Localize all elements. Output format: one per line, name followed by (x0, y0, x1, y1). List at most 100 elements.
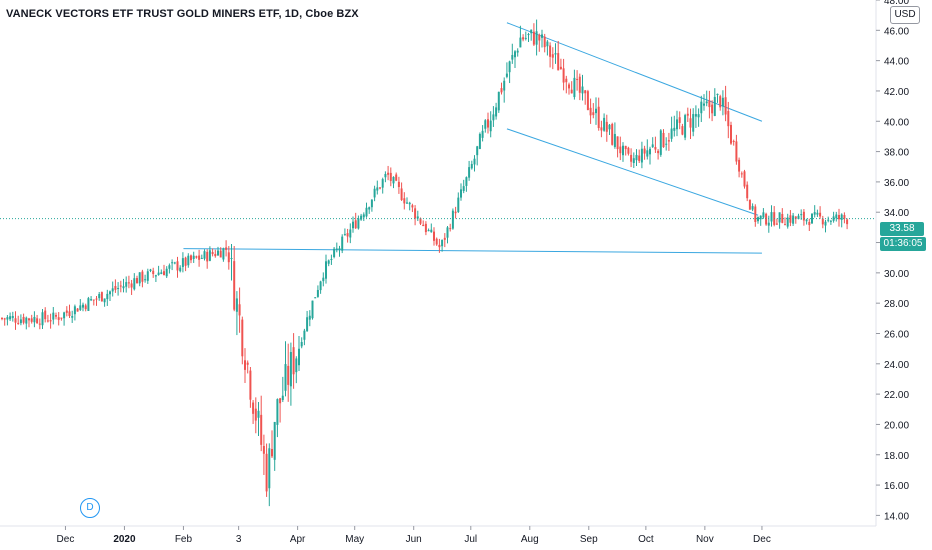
candle-body (141, 271, 144, 282)
candle-body (532, 31, 535, 45)
candle-body (127, 282, 130, 284)
candle-body (454, 211, 457, 214)
candle-body (55, 315, 57, 317)
candle-body (106, 293, 109, 300)
candle-body (835, 214, 838, 219)
candle-body (357, 218, 360, 229)
candle-body (287, 365, 290, 385)
candle-body (300, 341, 303, 347)
candle-body (103, 298, 106, 303)
candle-body (370, 199, 373, 208)
candle-body (784, 224, 786, 226)
x-tick-label: Feb (175, 534, 193, 545)
candle-body (622, 145, 624, 156)
candle-body (576, 78, 579, 80)
y-tick-label: 40.00 (884, 117, 909, 128)
candle-body (333, 248, 336, 258)
candle-body (173, 262, 176, 264)
candle-body (430, 229, 433, 233)
y-tick-label: 26.00 (884, 329, 909, 340)
x-tick-label: Sep (580, 534, 598, 545)
chart-title: VANECK VECTORS ETF TRUST GOLD MINERS ETF… (6, 8, 359, 20)
candle-body (87, 298, 90, 311)
candle-body (395, 174, 398, 181)
candle-body (562, 68, 565, 83)
candle-body (546, 41, 549, 47)
candle-body (92, 299, 95, 301)
y-tick-label: 16.00 (884, 481, 909, 492)
candle-body (414, 208, 417, 219)
candle-body (424, 223, 427, 233)
candle-body (322, 277, 325, 282)
candle-body (230, 258, 233, 260)
candle-body (535, 31, 538, 45)
candle-body (136, 278, 138, 284)
candle-body (114, 286, 117, 290)
candle-body (792, 215, 795, 224)
candle-body (476, 146, 479, 156)
candle-body (30, 318, 33, 322)
y-tick-label: 38.00 (884, 148, 909, 159)
candle-body (721, 97, 724, 107)
candle-body (262, 445, 265, 454)
candle-body (732, 140, 735, 142)
x-tick-label: Dec (753, 534, 771, 545)
candle-body (341, 236, 344, 251)
candle-body (489, 120, 492, 132)
candle-body (198, 255, 201, 260)
candle-body (138, 272, 141, 284)
candle-body (781, 213, 784, 223)
candle-body (292, 347, 295, 375)
candle-body (208, 250, 211, 261)
candle-body (443, 237, 446, 240)
candle-body (827, 219, 830, 221)
candle-body (73, 306, 76, 315)
candle-body (616, 136, 619, 150)
candle-body (551, 54, 554, 58)
candle-body (222, 248, 225, 260)
candle-body (117, 287, 120, 289)
candle-body (527, 34, 530, 36)
candle-body (3, 318, 6, 320)
candle-body (25, 317, 28, 324)
candle-body (765, 213, 768, 225)
candle-body (748, 199, 751, 210)
candle-body (511, 54, 514, 60)
candle-body (68, 311, 71, 316)
candle-body (678, 117, 681, 123)
candle-body (811, 213, 813, 224)
candle-body (446, 227, 449, 238)
candle-body (422, 224, 425, 227)
candle-body (165, 268, 168, 277)
candle-body (295, 358, 298, 373)
candle-body (298, 348, 300, 366)
candle-body (281, 395, 284, 400)
x-tick-label: Oct (638, 534, 654, 545)
candle-body (586, 91, 589, 111)
candle-body (238, 304, 241, 316)
candle-body (435, 238, 438, 245)
candle-body (530, 29, 533, 34)
candle-body (689, 118, 692, 128)
candle-body (843, 215, 846, 219)
candle-body (211, 252, 214, 255)
y-tick-label: 48.00 (884, 0, 909, 7)
candle-body (265, 453, 268, 492)
candle-body (595, 108, 597, 114)
candle-body (754, 206, 757, 222)
candle-body (473, 158, 476, 165)
candle-body (470, 164, 473, 169)
currency-badge[interactable]: USD (890, 6, 920, 24)
candle-body (176, 261, 179, 271)
y-tick-label: 20.00 (884, 420, 909, 431)
candle-body (284, 364, 287, 391)
axis-layer: 48.00 46.00 44.00 42.00 40.00 38.00 36.00 34.00… (0, 0, 909, 545)
candle-body (252, 402, 255, 414)
candle-body (578, 76, 581, 93)
dividend-event-marker[interactable]: D (80, 498, 100, 518)
candle-body (98, 294, 101, 299)
candle-body (373, 188, 376, 198)
candle-body (308, 315, 311, 320)
candle-body (519, 37, 522, 48)
